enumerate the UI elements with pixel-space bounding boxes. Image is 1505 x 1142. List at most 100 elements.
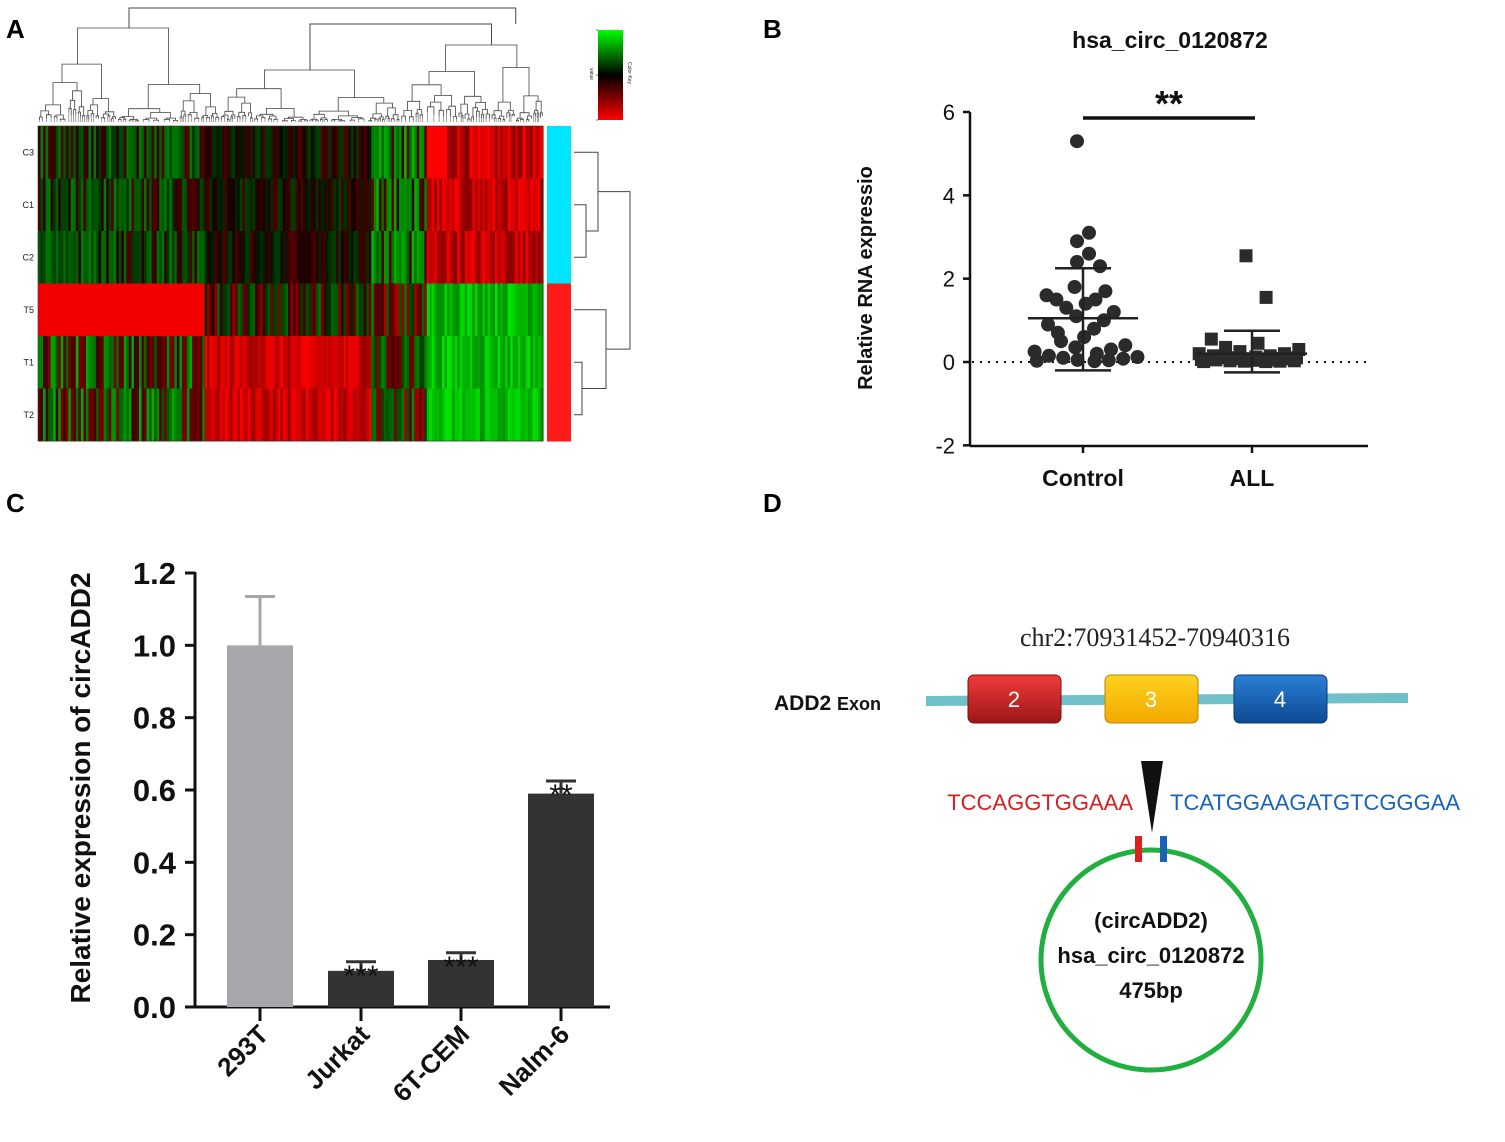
heatmap-cell <box>530 283 534 337</box>
heatmap-cell <box>507 231 511 284</box>
heatmap-cell <box>53 336 57 389</box>
heatmap-cell <box>207 178 211 232</box>
heatmap-cell <box>439 126 443 179</box>
panel-label-c: C <box>6 488 25 518</box>
data-point-all <box>1223 354 1237 368</box>
dendrogram-branch <box>428 71 475 97</box>
heatmap-cell <box>517 336 521 389</box>
heatmap-cell <box>320 126 324 179</box>
heatmap-cell <box>106 283 110 337</box>
heatmap-cell <box>111 388 115 442</box>
heatmap-cell <box>98 231 102 284</box>
heatmap-cell <box>50 231 54 284</box>
heatmap-cell <box>245 283 249 337</box>
heatmap-cell <box>421 126 425 179</box>
heatmap-cell <box>45 283 49 337</box>
heatmap-cell <box>517 126 521 179</box>
heatmap-cell <box>308 126 312 179</box>
dendrogram-branch <box>135 120 139 122</box>
heatmap-cell <box>409 336 413 389</box>
heatmap-cell <box>209 231 213 284</box>
heatmap-cell <box>108 231 112 284</box>
heatmap-cell <box>234 388 239 442</box>
data-point-control <box>1056 350 1071 365</box>
dendrogram-branch <box>230 116 234 120</box>
heatmap-cell <box>512 178 516 232</box>
heatmap-cell <box>434 126 438 179</box>
dendrogram-branch <box>46 114 52 119</box>
heatmap-cell <box>293 126 297 179</box>
heatmap-cell <box>118 126 122 179</box>
dendrogram-branch <box>338 115 358 120</box>
data-point-all <box>1237 354 1251 368</box>
heatmap-cell <box>442 231 446 284</box>
heatmap-cell <box>65 126 69 179</box>
heatmap-cell <box>386 388 390 442</box>
heatmap-cell <box>295 283 299 337</box>
heatmap-cell <box>399 126 403 179</box>
heatmap-cell <box>121 336 125 389</box>
heatmap-cell <box>166 283 170 337</box>
heatmap-cell <box>118 231 122 284</box>
heatmap-cell <box>101 336 105 389</box>
dendrogram-branch <box>372 113 382 119</box>
heatmap-cell <box>58 283 62 337</box>
heatmap-cell <box>373 178 377 232</box>
heatmap-cell <box>280 388 284 442</box>
heatmap-cell <box>431 231 436 284</box>
heatmap-cell <box>123 336 127 389</box>
dendrogram-branch <box>520 118 524 121</box>
heatmap-cell <box>436 336 441 389</box>
heatmap-cell <box>189 283 193 337</box>
heatmap-cell <box>136 336 140 389</box>
heatmap-cell <box>75 126 80 179</box>
heatmap-cell <box>58 388 62 442</box>
heatmap-cell <box>328 231 332 284</box>
heatmap-cell <box>510 126 514 179</box>
heatmap-cell <box>267 231 271 284</box>
heatmap-cell <box>540 283 544 337</box>
heatmap-cell <box>275 126 279 179</box>
heatmap-cell <box>252 336 256 389</box>
heatmap-cell <box>530 336 534 389</box>
heatmap-cell <box>477 126 481 179</box>
heatmap-cell <box>65 336 69 389</box>
heatmap-cell <box>174 283 178 337</box>
heatmap-cell <box>192 336 196 389</box>
heatmap-cell <box>436 231 441 284</box>
heatmap-cell <box>318 336 322 389</box>
heatmap-cell <box>447 126 451 179</box>
heatmap-cell <box>257 283 261 337</box>
bar <box>328 970 394 1007</box>
heatmap-cell <box>247 178 251 232</box>
heatmap-cell <box>487 336 491 389</box>
heatmap-cell <box>53 388 57 442</box>
heatmap-cell <box>227 231 231 284</box>
data-point-control <box>1093 259 1107 274</box>
heatmap-cell <box>96 126 100 179</box>
heatmap-cell <box>159 231 163 284</box>
heatmap-cell <box>537 283 542 337</box>
heatmap-cell <box>55 283 59 337</box>
data-point-control <box>1029 353 1044 368</box>
heatmap-cell <box>457 388 461 442</box>
data-point-all <box>1259 355 1273 369</box>
heatmap-cell <box>285 283 289 337</box>
heatmap-cell <box>520 388 524 442</box>
heatmap-cell <box>169 231 173 284</box>
heatmap-cell <box>85 126 90 179</box>
heatmap-cell <box>525 283 529 337</box>
heatmap-cell <box>421 231 425 284</box>
heatmap-cell <box>113 231 117 284</box>
dendrogram-branch <box>331 119 336 121</box>
heatmap-cell <box>323 231 327 284</box>
dendrogram-branch <box>574 204 587 258</box>
dendrogram-branch <box>206 117 210 120</box>
heatmap-cell <box>341 231 345 284</box>
heatmap-cell <box>106 231 110 284</box>
heatmap-cell <box>151 178 155 232</box>
heatmap-cell <box>118 283 122 337</box>
dendrogram-branch <box>212 113 218 118</box>
heatmap-cell <box>444 231 448 284</box>
